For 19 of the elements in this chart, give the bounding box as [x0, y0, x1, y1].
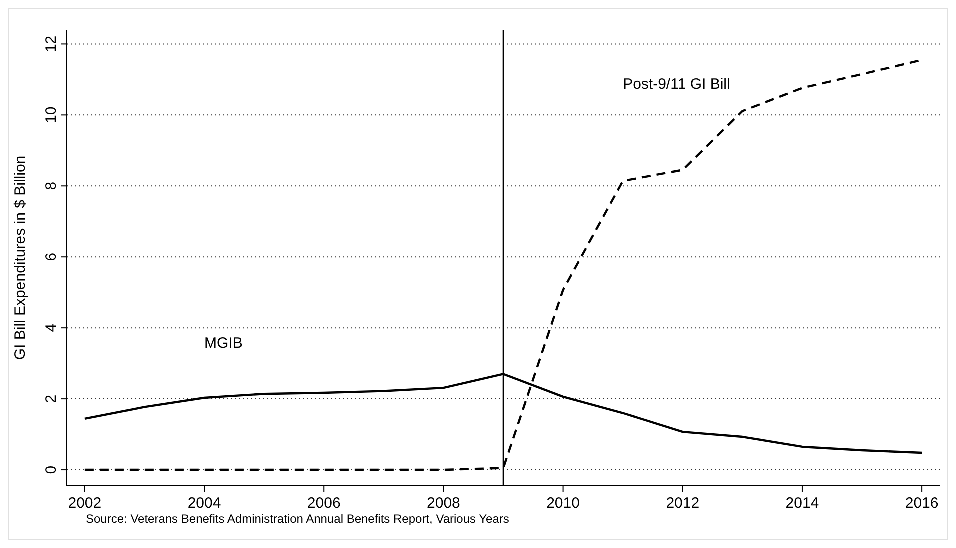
y-tick-label: 10 — [43, 106, 60, 124]
series-label: Post-9/11 GI Bill — [623, 76, 730, 94]
y-tick-label: 4 — [43, 324, 60, 332]
y-tick-label: 6 — [43, 252, 60, 262]
y-tick-label: 12 — [43, 36, 60, 53]
x-tick-label: 2002 — [68, 495, 102, 512]
x-tick-label: 2016 — [905, 495, 939, 512]
x-tick-label: 2014 — [786, 495, 820, 512]
x-tick-label: 2004 — [188, 495, 222, 512]
source-note: Source: Veterans Benefits Administration Annual Benefits Report, Various Years — [86, 512, 510, 526]
x-tick-label: 2008 — [427, 495, 460, 512]
y-tick-label: 0 — [43, 466, 60, 474]
y-tick-label: 8 — [43, 182, 60, 190]
text: MGIB — [204, 334, 243, 352]
x-tick-label: 2010 — [546, 495, 580, 512]
x-tick-label: 2012 — [666, 495, 700, 512]
x-tick-label: 2006 — [307, 495, 341, 512]
y-tick-label: 2 — [43, 394, 60, 404]
y-axis-title: GI Bill Expenditures in $ Billion — [12, 156, 29, 360]
